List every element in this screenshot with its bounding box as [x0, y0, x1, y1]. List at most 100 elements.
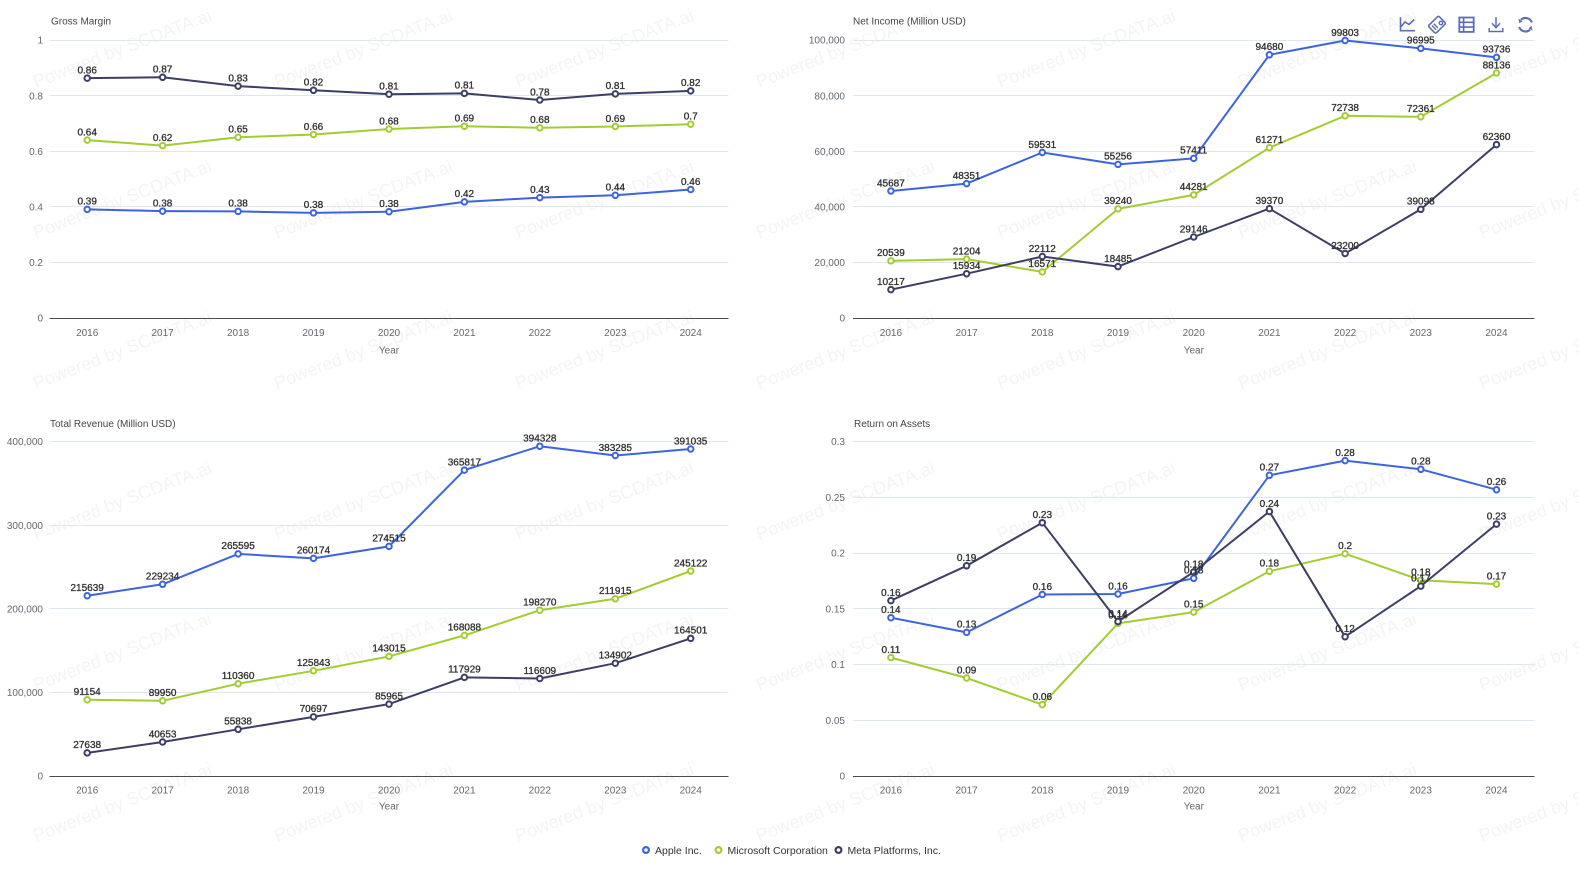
svg-text:0.09: 0.09 — [957, 665, 977, 676]
svg-text:48351: 48351 — [953, 171, 981, 182]
svg-text:0.44: 0.44 — [606, 183, 626, 194]
svg-text:80,000: 80,000 — [814, 91, 845, 102]
svg-text:40,000: 40,000 — [814, 203, 845, 214]
svg-text:21204: 21204 — [953, 246, 981, 257]
svg-text:Gross Margin: Gross Margin — [51, 17, 111, 28]
svg-text:0.14: 0.14 — [881, 605, 901, 616]
svg-text:394328: 394328 — [523, 434, 557, 445]
svg-text:0.8: 0.8 — [29, 91, 43, 102]
svg-text:0.18: 0.18 — [1411, 568, 1431, 579]
svg-text:2021: 2021 — [1258, 328, 1281, 339]
svg-text:2017: 2017 — [955, 328, 978, 339]
svg-text:2020: 2020 — [378, 786, 401, 797]
svg-text:0.4: 0.4 — [29, 203, 43, 214]
svg-text:0.06: 0.06 — [1033, 692, 1053, 703]
svg-text:2018: 2018 — [227, 328, 250, 339]
svg-text:0.15: 0.15 — [1184, 599, 1204, 610]
svg-text:0.14: 0.14 — [1108, 609, 1128, 620]
svg-text:300,000: 300,000 — [7, 521, 44, 532]
svg-text:0.69: 0.69 — [455, 114, 475, 125]
svg-text:2022: 2022 — [1334, 786, 1357, 797]
svg-text:0.16: 0.16 — [1033, 582, 1053, 593]
svg-text:60,000: 60,000 — [814, 147, 845, 158]
svg-text:72738: 72738 — [1331, 103, 1359, 114]
svg-text:39240: 39240 — [1104, 196, 1132, 207]
svg-text:2022: 2022 — [529, 328, 552, 339]
svg-text:0.69: 0.69 — [606, 114, 626, 125]
svg-text:0.38: 0.38 — [228, 199, 248, 210]
svg-text:2020: 2020 — [378, 328, 401, 339]
svg-text:0.16: 0.16 — [881, 588, 901, 599]
svg-text:0.38: 0.38 — [304, 200, 324, 211]
svg-text:0.2: 0.2 — [1338, 541, 1352, 552]
svg-text:164501: 164501 — [674, 626, 708, 637]
svg-text:0.39: 0.39 — [77, 197, 97, 208]
svg-text:0.18: 0.18 — [1260, 559, 1280, 570]
svg-text:2024: 2024 — [680, 786, 703, 797]
svg-text:2018: 2018 — [1031, 786, 1054, 797]
svg-text:61271: 61271 — [1255, 135, 1283, 146]
svg-text:383285: 383285 — [599, 443, 633, 454]
svg-text:2023: 2023 — [1410, 328, 1433, 339]
svg-text:2023: 2023 — [604, 328, 627, 339]
svg-text:0: 0 — [37, 314, 43, 325]
svg-text:2018: 2018 — [227, 786, 250, 797]
svg-text:2019: 2019 — [302, 328, 325, 339]
svg-text:Year: Year — [1184, 346, 1205, 357]
svg-text:0.7: 0.7 — [684, 112, 698, 123]
svg-text:2019: 2019 — [1107, 786, 1130, 797]
svg-text:0.46: 0.46 — [681, 177, 701, 188]
svg-text:99803: 99803 — [1331, 28, 1359, 39]
svg-text:2023: 2023 — [1410, 786, 1433, 797]
svg-text:85965: 85965 — [375, 691, 403, 702]
svg-text:100,000: 100,000 — [7, 688, 44, 699]
svg-text:2019: 2019 — [1107, 328, 1130, 339]
svg-text:200,000: 200,000 — [7, 605, 44, 616]
svg-text:0.05: 0.05 — [826, 716, 846, 727]
svg-text:0.81: 0.81 — [455, 81, 475, 92]
svg-text:39370: 39370 — [1255, 196, 1283, 207]
svg-text:260174: 260174 — [297, 546, 331, 557]
svg-text:20539: 20539 — [877, 248, 905, 259]
svg-text:0.17: 0.17 — [1411, 573, 1431, 584]
svg-text:0.14: 0.14 — [1108, 611, 1128, 622]
svg-text:Year: Year — [379, 346, 400, 357]
svg-text:0.86: 0.86 — [77, 65, 97, 76]
svg-text:0: 0 — [839, 772, 845, 783]
svg-text:0.87: 0.87 — [153, 65, 173, 76]
svg-text:0.2: 0.2 — [831, 549, 845, 560]
svg-text:0.28: 0.28 — [1411, 457, 1431, 468]
svg-text:18485: 18485 — [1104, 254, 1132, 265]
svg-text:22112: 22112 — [1029, 244, 1057, 255]
svg-text:0.6: 0.6 — [29, 147, 43, 158]
svg-text:0.18: 0.18 — [1184, 559, 1204, 570]
svg-text:55256: 55256 — [1104, 152, 1132, 163]
svg-text:2020: 2020 — [1183, 786, 1206, 797]
svg-text:93736: 93736 — [1483, 45, 1511, 56]
svg-text:391035: 391035 — [674, 436, 708, 447]
svg-text:0.25: 0.25 — [826, 493, 846, 504]
svg-text:2017: 2017 — [151, 328, 174, 339]
svg-text:27638: 27638 — [73, 740, 101, 751]
svg-text:96995: 96995 — [1407, 36, 1435, 47]
svg-text:0.81: 0.81 — [379, 82, 399, 93]
svg-text:15934: 15934 — [953, 261, 981, 272]
svg-text:0.18: 0.18 — [1184, 566, 1204, 577]
svg-text:365817: 365817 — [448, 457, 482, 468]
svg-text:0.17: 0.17 — [1487, 571, 1507, 582]
svg-text:116609: 116609 — [523, 666, 556, 677]
svg-text:2022: 2022 — [1334, 328, 1357, 339]
svg-text:2021: 2021 — [453, 786, 476, 797]
svg-text:0.26: 0.26 — [1487, 477, 1507, 488]
svg-text:2024: 2024 — [1485, 328, 1508, 339]
svg-text:0.38: 0.38 — [379, 199, 399, 210]
svg-text:274515: 274515 — [372, 534, 406, 545]
svg-text:0.68: 0.68 — [379, 116, 399, 127]
svg-text:110360: 110360 — [222, 671, 255, 682]
svg-text:45687: 45687 — [877, 178, 905, 189]
svg-text:215639: 215639 — [71, 583, 105, 594]
svg-text:20,000: 20,000 — [814, 258, 845, 269]
svg-text:0.38: 0.38 — [153, 198, 173, 209]
svg-text:Year: Year — [1184, 802, 1205, 813]
svg-text:Return on Assets: Return on Assets — [854, 419, 930, 430]
